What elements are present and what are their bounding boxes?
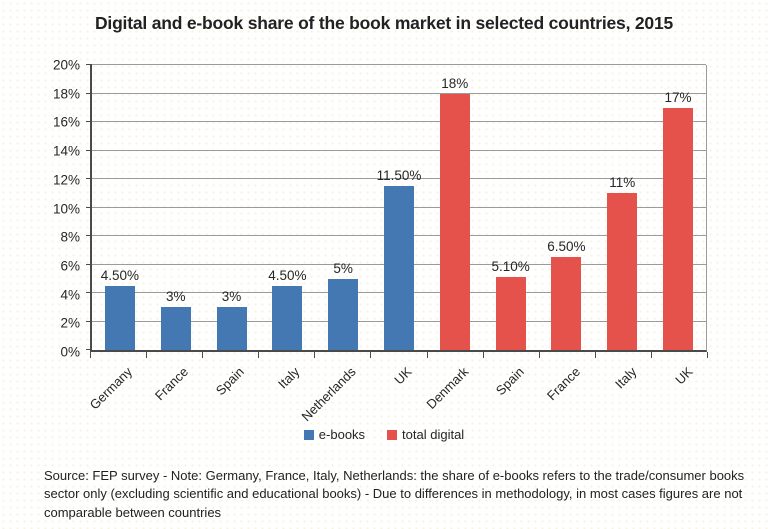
y-axis-tick bbox=[86, 235, 92, 236]
y-axis-tick-label: 2% bbox=[60, 315, 80, 331]
y-axis-tick bbox=[86, 178, 92, 179]
x-axis-tick bbox=[314, 352, 316, 358]
legend-item-total-digital: total digital bbox=[387, 427, 464, 442]
x-axis-label-france: France bbox=[151, 364, 191, 404]
bar-spain-total-digital bbox=[495, 277, 526, 350]
bar-value-label: 18% bbox=[441, 75, 469, 91]
bar-france-total-digital bbox=[551, 257, 582, 350]
x-axis-label-uk: UK bbox=[391, 364, 416, 388]
y-axis-tick bbox=[86, 206, 92, 208]
x-axis-tick bbox=[482, 352, 484, 358]
bar-france-e-books bbox=[160, 307, 191, 350]
y-axis-tick-label: 10% bbox=[52, 201, 80, 216]
x-axis-tick bbox=[258, 352, 260, 358]
y-axis-tick bbox=[86, 64, 92, 65]
bar-netherlands-e-books bbox=[328, 278, 359, 350]
bar-italy-e-books bbox=[272, 285, 303, 350]
source-note: Source: FEP survey - Note: Germany, Fran… bbox=[44, 468, 745, 520]
gridline bbox=[92, 121, 706, 122]
x-axis-label-uk: UK bbox=[672, 364, 696, 388]
y-axis-tick bbox=[86, 121, 92, 122]
bar-slot: 18% bbox=[427, 65, 483, 350]
legend-item-e-books: e-books bbox=[303, 427, 366, 442]
y-axis-tick bbox=[86, 92, 92, 94]
x-axis-tick bbox=[707, 352, 708, 358]
bar-uk-e-books bbox=[383, 186, 414, 350]
y-axis-tick-label: 12% bbox=[52, 172, 80, 188]
y-axis-tick bbox=[86, 320, 92, 322]
bar-value-label: 4.50% bbox=[268, 267, 307, 283]
legend-swatch-icon bbox=[303, 429, 314, 440]
gridline bbox=[92, 64, 706, 65]
legend: e-books total digital bbox=[0, 427, 768, 442]
y-axis-tick bbox=[86, 292, 92, 293]
bar-italy-total-digital bbox=[607, 193, 638, 350]
x-axis-tick bbox=[202, 352, 204, 358]
chart-title: Digital and e-book share of the book mar… bbox=[94, 13, 674, 33]
bar-slot: 17% bbox=[650, 65, 706, 350]
y-axis-tick-label: 4% bbox=[60, 287, 80, 303]
bar-slot: 4.50% bbox=[259, 65, 315, 350]
y-axis-tick-label: 14% bbox=[52, 143, 80, 159]
bar-value-label: 17% bbox=[664, 89, 692, 105]
x-axis-tick bbox=[650, 352, 652, 358]
y-axis-tick bbox=[86, 349, 92, 350]
x-ticks bbox=[90, 352, 708, 358]
y-axis-labels: 0% 2% 4% 6% 8% 10% 12% 14% 16% 18% 20% bbox=[0, 58, 80, 360]
bar-slot: 11% bbox=[594, 65, 650, 350]
y-axis-tick-label: 6% bbox=[60, 258, 80, 274]
bar-slot: 3% bbox=[148, 65, 204, 350]
bar-value-label: 6.50% bbox=[547, 239, 586, 255]
x-axis-tick bbox=[538, 352, 540, 358]
bar-value-label: 4.50% bbox=[100, 267, 140, 283]
legend-label: e-books bbox=[318, 427, 366, 442]
gridline bbox=[92, 149, 706, 151]
y-axis-tick bbox=[86, 263, 92, 265]
bar-germany-e-books bbox=[104, 285, 135, 350]
bar-value-label: 5.10% bbox=[491, 259, 530, 275]
x-axis-label-italy: Italy bbox=[612, 364, 640, 392]
bar-value-label: 11% bbox=[609, 175, 636, 191]
y-axis-tick-label: 16% bbox=[52, 114, 80, 130]
y-axis-tick-label: 8% bbox=[60, 229, 80, 245]
x-axis-tick bbox=[370, 352, 372, 358]
y-axis-tick-label: 18% bbox=[52, 86, 80, 102]
x-axis-label-france: France bbox=[544, 364, 584, 404]
bar-value-label: 3% bbox=[221, 289, 242, 305]
bar-slot: 4.50% bbox=[92, 65, 148, 350]
bar-uk-total-digital bbox=[663, 107, 694, 350]
x-axis-tick bbox=[594, 352, 596, 358]
bar-slot: 5.10% bbox=[483, 65, 539, 350]
x-axis-tick bbox=[146, 352, 148, 358]
x-axis-label-italy: Italy bbox=[275, 364, 303, 392]
x-axis-label-spain: Spain bbox=[212, 364, 247, 399]
bar-slot: 6.50% bbox=[539, 65, 595, 350]
legend-swatch-icon bbox=[387, 429, 398, 440]
bar-denmark-total-digital bbox=[439, 93, 470, 350]
bar-slot: 5% bbox=[315, 65, 371, 350]
bar-slot: 3% bbox=[204, 65, 260, 350]
x-axis-label-spain: Spain bbox=[493, 364, 528, 399]
bar-value-label: 11.50% bbox=[376, 168, 422, 184]
y-axis-tick-label: 0% bbox=[60, 344, 80, 360]
bar-slot: 11.50% bbox=[371, 65, 427, 350]
plot-area: 4.50% 3% 3% 4.50% 5% 11.50% 18% 5.10% 6.50% 11% 17… bbox=[86, 64, 707, 352]
bar-spain-e-books bbox=[216, 307, 247, 350]
x-axis-label-germany: Germany bbox=[86, 364, 135, 413]
y-axis-tick-label: 20% bbox=[52, 57, 80, 73]
gridline bbox=[92, 178, 706, 179]
bar-value-label: 5% bbox=[333, 260, 353, 276]
y-axis-tick bbox=[86, 149, 92, 151]
bars: 4.50% 3% 3% 4.50% 5% 11.50% 18% 5.10% 6.50% 11% 17… bbox=[92, 65, 706, 350]
x-axis-label-netherlands: Netherlands bbox=[298, 364, 360, 425]
x-axis-label-denmark: Denmark bbox=[423, 364, 472, 412]
legend-label: total digital bbox=[402, 427, 465, 442]
bar-value-label: 3% bbox=[165, 289, 186, 305]
x-axis-tick bbox=[426, 352, 428, 358]
gridline bbox=[92, 92, 706, 94]
x-axis-tick bbox=[90, 352, 91, 358]
x-axis-labels: Germany France Spain Italy Netherlands UK Denm… bbox=[86, 354, 707, 425]
